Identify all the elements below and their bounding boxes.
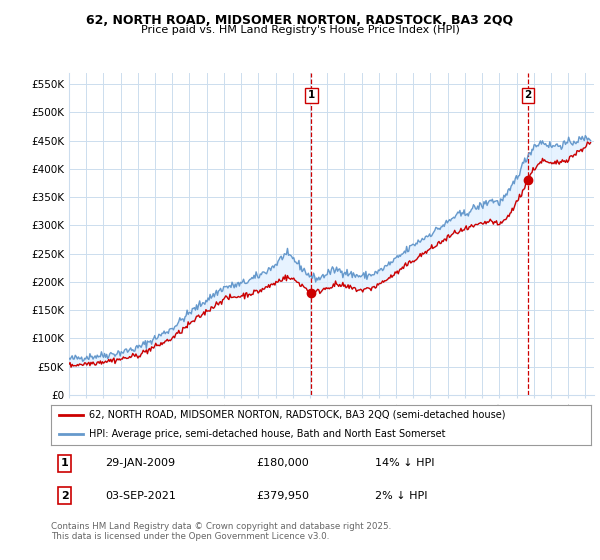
Text: 62, NORTH ROAD, MIDSOMER NORTON, RADSTOCK, BA3 2QQ: 62, NORTH ROAD, MIDSOMER NORTON, RADSTOC… <box>86 14 514 27</box>
Text: Contains HM Land Registry data © Crown copyright and database right 2025.
This d: Contains HM Land Registry data © Crown c… <box>51 522 391 542</box>
Text: 2: 2 <box>61 491 68 501</box>
Text: 29-JAN-2009: 29-JAN-2009 <box>105 459 175 468</box>
Text: £180,000: £180,000 <box>256 459 309 468</box>
Text: £379,950: £379,950 <box>256 491 309 501</box>
Text: 2: 2 <box>524 90 532 100</box>
Text: 62, NORTH ROAD, MIDSOMER NORTON, RADSTOCK, BA3 2QQ (semi-detached house): 62, NORTH ROAD, MIDSOMER NORTON, RADSTOC… <box>89 410 505 420</box>
Text: 03-SEP-2021: 03-SEP-2021 <box>105 491 176 501</box>
Text: Price paid vs. HM Land Registry's House Price Index (HPI): Price paid vs. HM Land Registry's House … <box>140 25 460 35</box>
Text: 1: 1 <box>308 90 315 100</box>
Text: HPI: Average price, semi-detached house, Bath and North East Somerset: HPI: Average price, semi-detached house,… <box>89 429 445 439</box>
Text: 2% ↓ HPI: 2% ↓ HPI <box>375 491 427 501</box>
Text: 1: 1 <box>61 459 68 468</box>
Text: 14% ↓ HPI: 14% ↓ HPI <box>375 459 434 468</box>
